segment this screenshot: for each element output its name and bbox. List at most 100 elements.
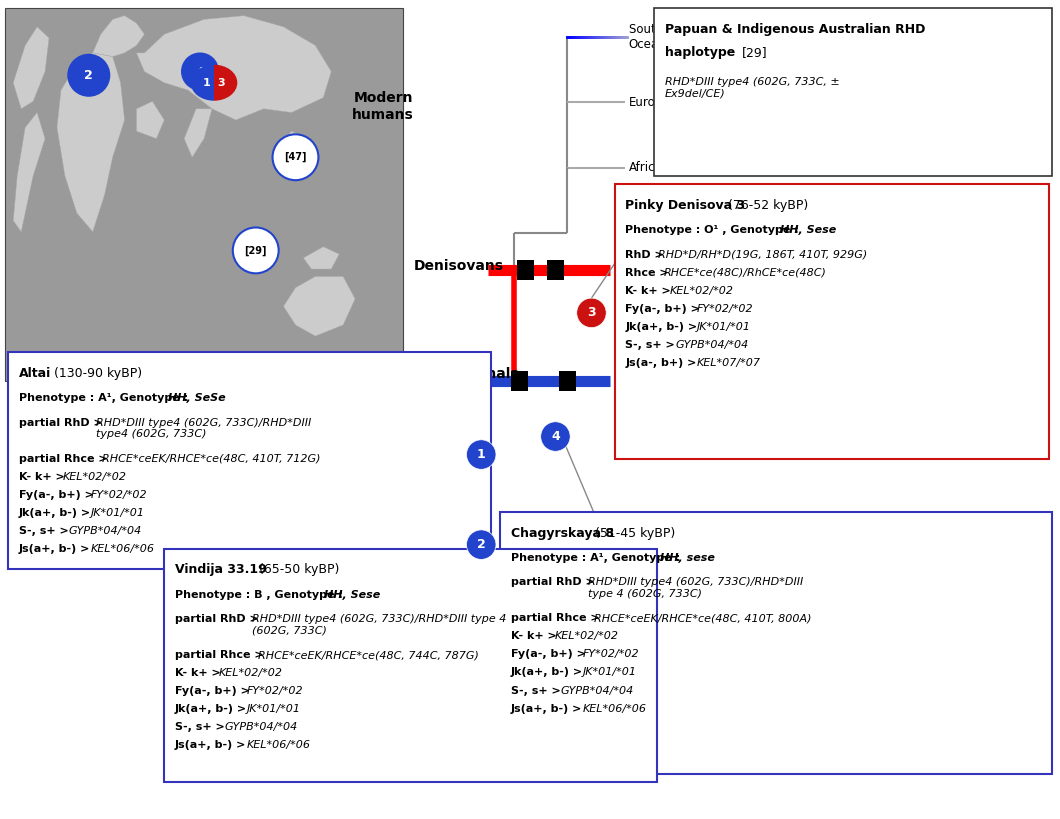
Text: Js(a+, b-) >: Js(a+, b-) >: [19, 544, 94, 554]
Point: [597, 32, 610, 42]
Text: Phenotype : B , Genotype :: Phenotype : B , Genotype :: [175, 590, 347, 600]
Point: [585, 293, 598, 303]
Text: Altai: Altai: [19, 367, 51, 380]
Point: [605, 32, 618, 42]
Point: [569, 32, 582, 42]
Text: Denisovans: Denisovans: [413, 259, 504, 274]
Point: [613, 32, 625, 42]
Point: [597, 32, 610, 42]
Point: [508, 265, 520, 275]
Point: [572, 32, 585, 42]
Point: [569, 32, 582, 42]
Point: [595, 32, 607, 42]
Text: JK*01/*01: JK*01/*01: [247, 704, 301, 714]
Line: 2 pts: 2 pts: [555, 422, 594, 512]
Point: [590, 32, 603, 42]
Wedge shape: [191, 65, 214, 101]
Text: FY*02/*02: FY*02/*02: [697, 304, 754, 314]
Point: [428, 376, 441, 386]
Point: [508, 229, 520, 238]
FancyBboxPatch shape: [5, 8, 403, 381]
Text: 2: 2: [85, 69, 93, 82]
Point: [561, 229, 573, 238]
Point: [581, 32, 594, 42]
Point: [589, 32, 602, 42]
Polygon shape: [303, 247, 339, 269]
Text: (130-90 kyBP): (130-90 kyBP): [50, 367, 142, 380]
Ellipse shape: [466, 530, 496, 559]
Ellipse shape: [577, 298, 606, 328]
Point: [603, 32, 616, 42]
Point: [610, 32, 622, 42]
Point: [570, 32, 583, 42]
Text: 3: 3: [587, 306, 596, 319]
Text: HH, SeSe: HH, SeSe: [167, 393, 226, 403]
Point: [611, 32, 623, 42]
Text: S-, s+ >: S-, s+ >: [175, 722, 229, 732]
Text: Vindija 33.19: Vindija 33.19: [175, 563, 267, 577]
Text: Phenotype : A¹, Genotype :: Phenotype : A¹, Genotype :: [511, 553, 684, 563]
Text: RHD*DIII type4 (602G, 733C)/RHD*DIII
type 4 (602G, 733C): RHD*DIII type4 (602G, 733C)/RHD*DIII typ…: [588, 577, 803, 599]
Text: JK*01/*01: JK*01/*01: [91, 508, 145, 518]
Text: GYPB*04/*04: GYPB*04/*04: [225, 722, 298, 732]
Point: [577, 32, 589, 42]
Polygon shape: [13, 27, 49, 109]
Point: [565, 32, 578, 42]
Point: [579, 32, 591, 42]
Text: 4: 4: [551, 430, 560, 443]
Point: [617, 32, 630, 42]
FancyBboxPatch shape: [511, 371, 528, 391]
Ellipse shape: [182, 53, 218, 89]
Text: partial RhD >: partial RhD >: [175, 614, 263, 624]
Line: 2 pts: 2 pts: [591, 184, 668, 298]
Text: Js(a-, b+) >: Js(a-, b+) >: [625, 358, 701, 368]
Point: [603, 265, 616, 275]
Text: KEL*02/*02: KEL*02/*02: [219, 668, 283, 678]
Point: [508, 376, 520, 386]
Point: [561, 32, 573, 42]
Polygon shape: [137, 102, 164, 138]
Text: Neanderthals: Neanderthals: [413, 367, 519, 382]
Point: [561, 163, 573, 173]
Point: [583, 32, 596, 42]
Text: partial RhD >: partial RhD >: [19, 418, 107, 428]
Point: [601, 32, 614, 42]
Point: [599, 32, 612, 42]
Text: Fy(a-, b+) >: Fy(a-, b+) >: [625, 304, 704, 314]
Text: JK*01/*01: JK*01/*01: [583, 667, 637, 677]
Polygon shape: [283, 277, 355, 336]
Text: Jk(a+, b-) >: Jk(a+, b-) >: [511, 667, 587, 677]
Point: [603, 265, 616, 275]
Text: K- k+ >: K- k+ >: [19, 472, 69, 482]
Point: [563, 32, 576, 42]
Text: HH, sese: HH, sese: [659, 553, 714, 563]
Text: KEL*02/*02: KEL*02/*02: [64, 472, 127, 482]
Text: RHD*D/RH*D(19G, 186T, 410T, 929G): RHD*D/RH*D(19G, 186T, 410T, 929G): [658, 250, 868, 260]
Text: KEL*02/*02: KEL*02/*02: [670, 286, 734, 296]
Text: 2: 2: [477, 538, 485, 551]
Point: [508, 265, 520, 275]
Text: [47]: [47]: [284, 152, 306, 162]
Point: [565, 32, 578, 42]
Polygon shape: [184, 109, 212, 157]
Point: [237, 347, 250, 357]
Text: S-, s+ >: S-, s+ >: [511, 686, 565, 695]
Text: HH, Sese: HH, Sese: [323, 590, 379, 600]
Point: [563, 32, 576, 42]
Text: RHCE*ceEK/RHCE*ce(48C, 410T, 800A): RHCE*ceEK/RHCE*ce(48C, 410T, 800A): [594, 613, 811, 623]
Point: [619, 32, 632, 42]
Ellipse shape: [272, 134, 318, 180]
Point: [549, 417, 562, 427]
Text: Js(a+, b-) >: Js(a+, b-) >: [511, 704, 586, 713]
Text: (65-50 kyBP): (65-50 kyBP): [254, 563, 339, 577]
FancyBboxPatch shape: [8, 352, 491, 569]
Text: HH, Sese: HH, Sese: [780, 225, 836, 235]
Text: KEL*02/*02: KEL*02/*02: [555, 631, 619, 641]
Text: Europe: Europe: [629, 96, 670, 109]
Text: Fy(a-, b+) >: Fy(a-, b+) >: [175, 686, 253, 696]
Point: [561, 163, 573, 173]
Text: partial RhD >: partial RhD >: [511, 577, 599, 587]
Point: [577, 32, 589, 42]
Ellipse shape: [541, 422, 570, 451]
Text: Jk(a+, b-) >: Jk(a+, b-) >: [175, 704, 251, 714]
